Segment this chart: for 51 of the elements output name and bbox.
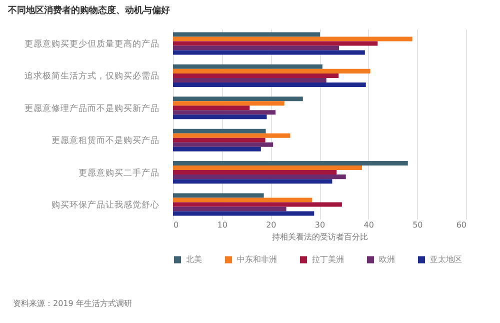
y-tick-label: 更愿意租赁而不是购买产品 — [52, 135, 160, 146]
legend-label: 亚太地区 — [430, 254, 462, 264]
bar — [173, 198, 312, 202]
bar — [173, 96, 303, 102]
text: 资料来源：2019 年生活方式调研 — [13, 298, 132, 309]
x-tick-label: 10 — [217, 220, 228, 230]
x-tick-label: 30 — [314, 220, 326, 230]
bar — [173, 206, 286, 212]
y-tick-label: 更愿意购买二手产品 — [78, 167, 160, 178]
bar — [173, 114, 267, 120]
bar — [173, 128, 266, 134]
bar — [173, 174, 346, 180]
bar — [173, 142, 274, 147]
x-tick-label: 0 — [174, 220, 179, 230]
y-tick-label: 更愿意修理产品而不是购买新产品 — [24, 102, 160, 114]
bar — [173, 36, 412, 42]
bar — [173, 166, 362, 170]
legend-label: 中东和非洲 — [237, 254, 277, 264]
bar — [173, 133, 290, 138]
bar — [173, 68, 370, 74]
bar — [173, 82, 366, 87]
bar — [173, 32, 320, 37]
bar — [173, 106, 250, 110]
y-tick-label: 购买环保产品让我感觉舒心 — [52, 200, 160, 211]
bar — [173, 193, 264, 198]
legend-label: 欧洲 — [379, 254, 395, 264]
bar — [173, 161, 408, 166]
bar — [173, 73, 339, 78]
x-tick-label: 60 — [456, 220, 466, 230]
x-tick-label: 20 — [266, 220, 276, 230]
y-tick-label: 更愿意购买更少但质量更高的产品 — [24, 38, 160, 50]
bar — [173, 41, 378, 46]
x-tick-label: 50 — [412, 220, 423, 230]
text: 不同地区消费者的购物态度、动机与偏好 — [7, 5, 170, 16]
bar — [173, 138, 266, 142]
bar — [173, 179, 332, 184]
x-axis-title: 持相关看法的受访者百分比 — [272, 232, 368, 242]
x-tick-label: 40 — [364, 220, 374, 230]
bar — [173, 50, 365, 55]
bar — [173, 46, 340, 50]
bar — [173, 211, 314, 216]
bar — [173, 170, 337, 175]
bar — [173, 101, 284, 106]
bar — [173, 78, 326, 82]
bar — [173, 110, 276, 115]
bar — [173, 202, 342, 207]
bar — [173, 146, 261, 152]
y-tick-label: 追求极简生活方式，仅购买必需品 — [24, 70, 160, 82]
legend-label: 北美 — [186, 254, 202, 264]
legend-label: 拉丁美洲 — [312, 254, 344, 264]
bar — [173, 64, 322, 69]
